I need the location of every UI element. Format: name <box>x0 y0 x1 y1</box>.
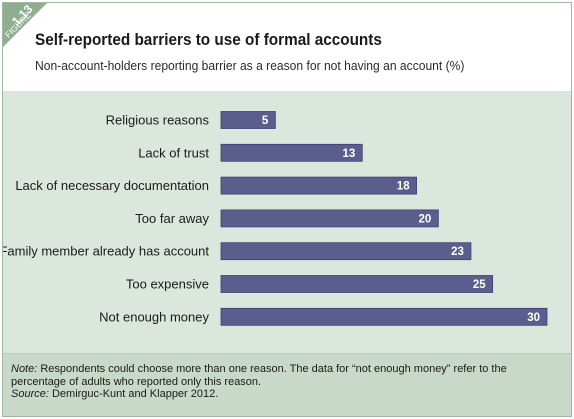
corner-flag-shape <box>3 3 47 47</box>
value-label: 23 <box>451 246 464 258</box>
bar <box>220 176 418 195</box>
chart-title: Self-reported barriers to use of formal … <box>35 30 382 49</box>
value-label: 13 <box>342 148 355 160</box>
note-label: Note: <box>11 363 38 375</box>
category-label: Not enough money <box>99 309 209 324</box>
value-label: 25 <box>473 279 486 291</box>
bar <box>220 307 548 326</box>
category-label: Family member already has account <box>3 244 209 259</box>
bar <box>220 242 472 261</box>
source-text: Source: Demirguc-Kunt and Klapper 2012. <box>11 388 563 401</box>
bar <box>220 275 494 293</box>
value-label: 5 <box>262 115 269 127</box>
note-text: Note: Respondents could choose more than… <box>11 363 563 388</box>
category-label: Religious reasons <box>106 113 210 128</box>
bar <box>220 143 363 162</box>
figure-corner-flag: 1.13 FIGURE <box>3 3 47 47</box>
source-label: Source: <box>11 388 49 400</box>
note-area: Note: Respondents could choose more than… <box>3 353 571 416</box>
category-label: Lack of trust <box>138 145 209 160</box>
note-body: Respondents could choose more than one r… <box>11 363 507 388</box>
figure-header: 1.13 FIGURE Self-reported barriers to us… <box>3 3 571 85</box>
value-label: 20 <box>419 213 432 225</box>
bar <box>220 209 439 228</box>
category-label: Too expensive <box>126 277 209 292</box>
bar <box>220 111 276 129</box>
value-label: 18 <box>397 181 410 193</box>
category-label: Lack of necessary documentation <box>15 178 209 193</box>
source-body: Demirguc-Kunt and Klapper 2012. <box>48 388 219 400</box>
value-label: 30 <box>527 312 540 324</box>
category-label: Too far away <box>135 211 209 226</box>
plot-area: Religious reasons 5 Lack of trust 13 Lack of… <box>3 91 571 353</box>
chart-subtitle: Non-account-holders reporting barrier as… <box>35 58 465 73</box>
bar-chart: Religious reasons 5 Lack of trust 13 Lack of… <box>3 111 548 326</box>
